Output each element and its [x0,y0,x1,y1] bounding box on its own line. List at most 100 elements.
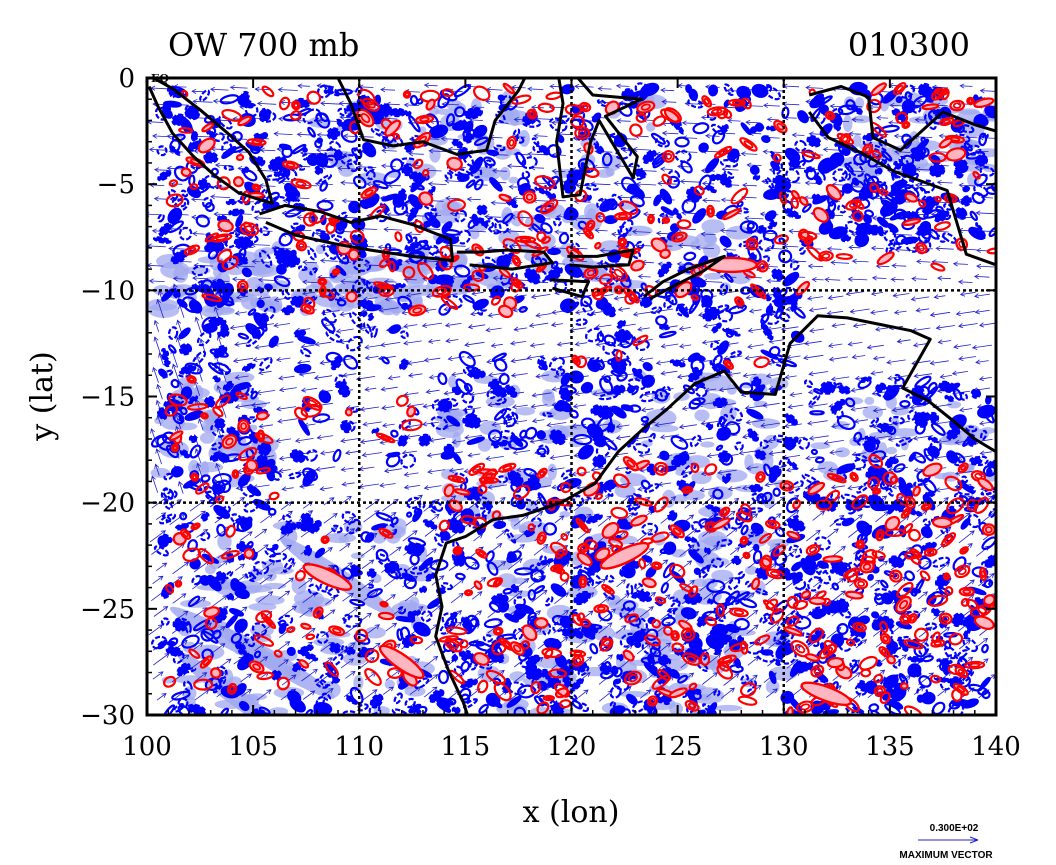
wind-vector [389,546,402,556]
wind-vector [445,338,459,344]
wind-vector [467,324,486,330]
negative-contour [760,323,774,341]
wind-vector [380,87,396,93]
wind-vector [406,360,425,366]
negative-contour [226,592,235,601]
negative-contour [161,354,171,365]
wind-vector [365,498,380,510]
negative-contour [863,213,872,225]
negative-contour [670,435,689,450]
wind-vector [487,484,507,490]
wind-vector [826,246,842,252]
negative-contour [798,437,810,450]
negative-contour [888,555,905,569]
wind-vector [231,276,246,282]
wind-vector [660,343,679,349]
negative-contour [293,363,312,374]
wind-vector [379,482,396,488]
negative-contour [237,332,250,340]
wind-vector [381,148,397,154]
positive-contour [394,231,403,243]
wind-vector [300,387,318,393]
negative-contour [521,156,538,170]
negative-contour [278,622,287,634]
wind-vector [632,311,653,317]
wind-vector [851,451,867,457]
wind-vector [787,404,804,410]
negative-contour [307,126,316,138]
wind-vector [448,467,464,473]
wind-vector [424,640,437,651]
positive-contour [671,642,685,653]
negative-contour [776,175,784,181]
wind-vector [959,407,973,413]
wind-vector [153,167,168,173]
negative-contour [720,452,734,466]
negative-contour [245,323,261,337]
wind-vector [278,510,293,522]
wind-vector [341,198,354,204]
positive-contour [876,251,895,266]
wind-vector [957,323,978,329]
negative-contour [161,108,173,119]
negative-contour [709,360,723,377]
wind-vector [870,245,884,251]
negative-contour [761,649,774,656]
negative-contour [346,518,361,535]
wind-vector [278,590,291,600]
wind-vector [917,591,929,600]
wind-vector [805,455,820,461]
wind-vector [636,528,653,542]
negative-contour [806,135,822,148]
negative-contour [238,383,254,397]
negative-contour [270,543,279,553]
negative-contour [601,152,613,167]
negative-contour [168,144,181,156]
wind-vector [427,338,441,344]
wind-vector [406,494,423,508]
wind-vector [152,366,159,383]
negative-contour [291,143,307,155]
negative-contour [930,422,946,436]
negative-contour [627,385,636,394]
wind-vector [255,389,276,396]
negative-contour [306,153,320,167]
negative-contour [783,437,795,451]
wind-vector [929,360,949,366]
wind-vector [791,132,805,138]
positive-contour [931,516,953,529]
negative-contour [729,407,744,422]
wind-vector [704,387,717,393]
negative-contour [316,631,329,645]
negative-contour [700,288,714,302]
wind-vector [198,418,204,431]
negative-fill-blob [324,532,357,544]
wind-vector [250,242,270,248]
wind-vector [362,421,382,427]
wind-vector [258,423,273,429]
wind-vector [661,130,679,136]
negative-contour [402,110,412,117]
negative-contour [962,627,971,639]
negative-fill-blob [547,463,557,481]
negative-contour [424,572,436,582]
negative-contour [715,444,724,451]
wind-vector [232,357,254,364]
wind-vector [678,243,700,249]
negative-contour [628,505,638,516]
wind-vector [958,355,976,361]
negative-contour [740,122,752,136]
wind-vector [638,356,654,363]
negative-contour [228,208,245,217]
wind-vector [315,466,336,472]
wind-vector [706,453,719,459]
wind-vector [471,290,484,296]
negative-fill-blob [885,446,898,455]
wind-vector [507,590,523,603]
wind-vector [909,404,926,410]
negative-contour [158,222,172,237]
negative-contour [404,697,416,709]
negative-contour [363,166,375,173]
negative-contour [724,272,734,283]
negative-contour [594,359,605,371]
